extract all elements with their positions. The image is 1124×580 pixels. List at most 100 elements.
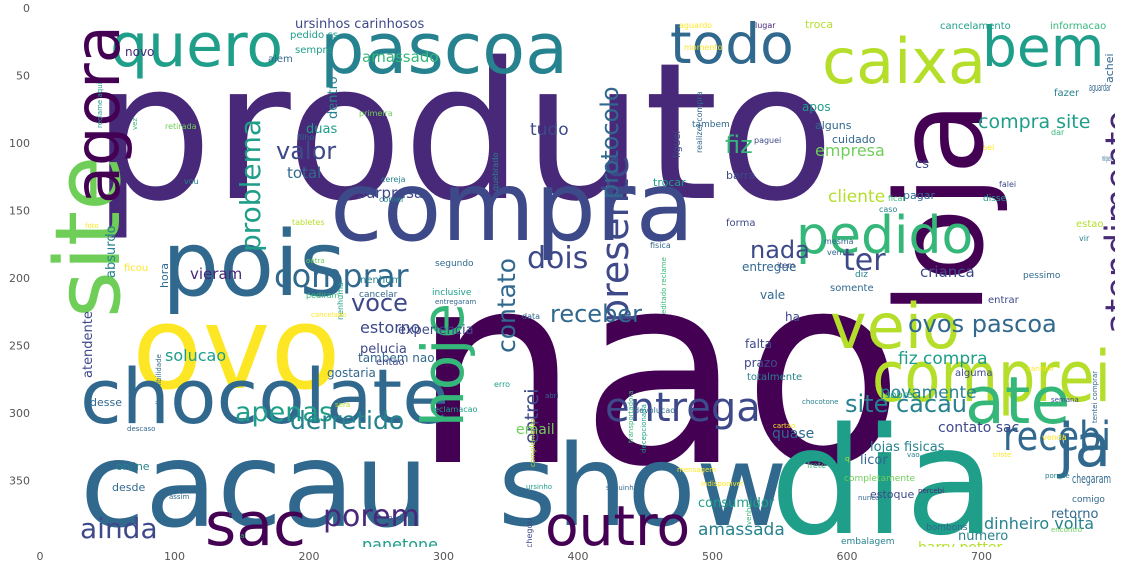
- wordcloud: produtonaolojadiashowcacaucompraovopoisp…: [40, 8, 1115, 547]
- word-falei: falei: [999, 180, 1016, 189]
- word-dar: dar: [1051, 128, 1065, 137]
- word-venho: venho: [745, 503, 753, 525]
- word-saquinho: saquinho: [606, 484, 638, 492]
- word-cacau: cacau: [80, 416, 429, 547]
- word-fazer: fazer: [1054, 88, 1080, 99]
- word-ficou: ficou: [124, 263, 148, 274]
- word-vez: vez: [131, 118, 139, 130]
- word-vem: vem: [827, 248, 845, 257]
- word-disponibilidade: disponibilidade: [155, 354, 163, 407]
- word-troca: troca: [805, 18, 833, 31]
- word-vieram: vieram: [190, 265, 242, 283]
- word-caso: caso: [879, 205, 897, 214]
- word-produto: produto: [92, 22, 835, 243]
- word-descaso: descaso: [127, 425, 155, 433]
- word-tudo: tudo: [530, 120, 569, 140]
- word-ursinhos-carinhosos: ursinhos carinhosos: [295, 17, 425, 32]
- word-licor: licor: [860, 453, 888, 468]
- word-dia: dia: [770, 396, 996, 547]
- word-novamente: novamente: [880, 383, 977, 403]
- word-derretido: derretido: [290, 406, 404, 435]
- word-amassado: amassado: [362, 48, 439, 66]
- word-agora: agora: [61, 25, 134, 204]
- word-total: total: [287, 164, 321, 182]
- word-chocotone: chocotone: [802, 398, 838, 406]
- word-recebi: recebi: [1003, 414, 1111, 460]
- word-pascoa: pascoa: [320, 8, 568, 90]
- word-estao: estao: [1076, 219, 1104, 230]
- word-forma: forma: [726, 218, 755, 229]
- word-empresa: empresa: [815, 141, 885, 160]
- y-tick-label: 150: [9, 205, 30, 218]
- word-ovo: ovo: [132, 282, 341, 416]
- word-barra: barra: [726, 169, 755, 182]
- word-bombons: bombons: [926, 523, 968, 533]
- word-hora: hora: [158, 263, 171, 288]
- word-semana: semana: [1051, 396, 1079, 404]
- word-primeira: primeira: [359, 109, 393, 118]
- word-outro: outro: [545, 494, 690, 547]
- word-solucao: solucao: [165, 346, 226, 365]
- x-tick-label: 700: [971, 550, 992, 563]
- word-vou: vou: [184, 177, 199, 186]
- x-axis: 0 100 200 300 400 500 600 700: [37, 550, 993, 563]
- word-email: email: [516, 422, 555, 438]
- word-mensagem: mensagem: [677, 466, 716, 474]
- word-hoje: hoje: [409, 303, 477, 427]
- word-tambem: tambem: [692, 120, 730, 130]
- word-editado-reclame: editado reclame: [660, 257, 668, 314]
- word-veio: veio: [830, 290, 960, 363]
- word-entregaram: entregaram: [435, 298, 476, 306]
- word-desse: desse: [90, 396, 122, 409]
- word-online: online: [116, 460, 150, 473]
- word-absurdo: absurdo: [104, 225, 119, 278]
- word-compra: compra: [330, 151, 694, 263]
- wordcloud-frame: produto nao loja dia show cacau compra ovo pois p…: [40, 8, 1115, 547]
- word-comigo: comigo: [1072, 495, 1105, 505]
- word-vale: vale: [760, 288, 785, 302]
- word-ficar: ficar: [888, 194, 906, 203]
- word-consumidor: consumidor: [698, 496, 775, 511]
- word-prazo: prazo: [744, 356, 778, 370]
- word-ate: ate: [965, 364, 1070, 439]
- word-atendimento: atendimento: [1099, 110, 1115, 334]
- word-novo: novo: [125, 45, 154, 59]
- word-diz: diz: [855, 270, 868, 280]
- word-ursinho: ursinho: [526, 483, 552, 491]
- y-tick-label: 0: [23, 2, 30, 15]
- word-cuidado: cuidado: [832, 133, 876, 146]
- word-cancelar: cancelar: [359, 290, 398, 300]
- word-possivel: possivel: [227, 488, 235, 516]
- word-encontro: encontro: [1051, 526, 1082, 534]
- word-vao: vao: [907, 451, 920, 459]
- word-atendente: atendente: [81, 311, 96, 378]
- word-cancelado: cancelado: [311, 311, 347, 319]
- word-nao: nao: [412, 217, 904, 525]
- word-filho: filho: [297, 133, 314, 142]
- word-caixa: caixa: [822, 25, 986, 98]
- word-mesma: mesma: [824, 237, 854, 246]
- word-alguns: alguns: [815, 119, 852, 132]
- word-alguma: alguma: [955, 368, 992, 379]
- word-completamente: completamente: [844, 474, 916, 484]
- word-dinheiro-volta: dinheiro volta: [984, 514, 1094, 533]
- x-tick-label: 100: [164, 550, 185, 563]
- word-receber: receber: [550, 300, 642, 328]
- y-tick-label: 100: [9, 137, 30, 150]
- word-pedido-cs: pedido cs: [290, 30, 338, 41]
- word-indisponivel: indisponivel: [701, 480, 743, 488]
- word-loja: loja: [872, 101, 1011, 315]
- word-cancelamento: cancelamento: [940, 21, 1011, 32]
- word-achei: achei: [1103, 53, 1115, 83]
- word-segundo: segundo: [435, 259, 474, 269]
- word-protocolo: protocolo: [596, 86, 624, 199]
- word-sera: sera: [335, 401, 350, 409]
- word-item: item: [777, 261, 795, 270]
- word-entrar: entrar: [988, 295, 1020, 306]
- word-compra-site: compra site: [978, 111, 1090, 133]
- word-show: show: [498, 422, 787, 547]
- word-realizei-compra: realizei compra: [695, 91, 704, 153]
- word-frete: frete: [807, 461, 826, 470]
- word-dentro: dentro: [326, 76, 341, 119]
- word-contato-sac: contato sac: [938, 420, 1019, 436]
